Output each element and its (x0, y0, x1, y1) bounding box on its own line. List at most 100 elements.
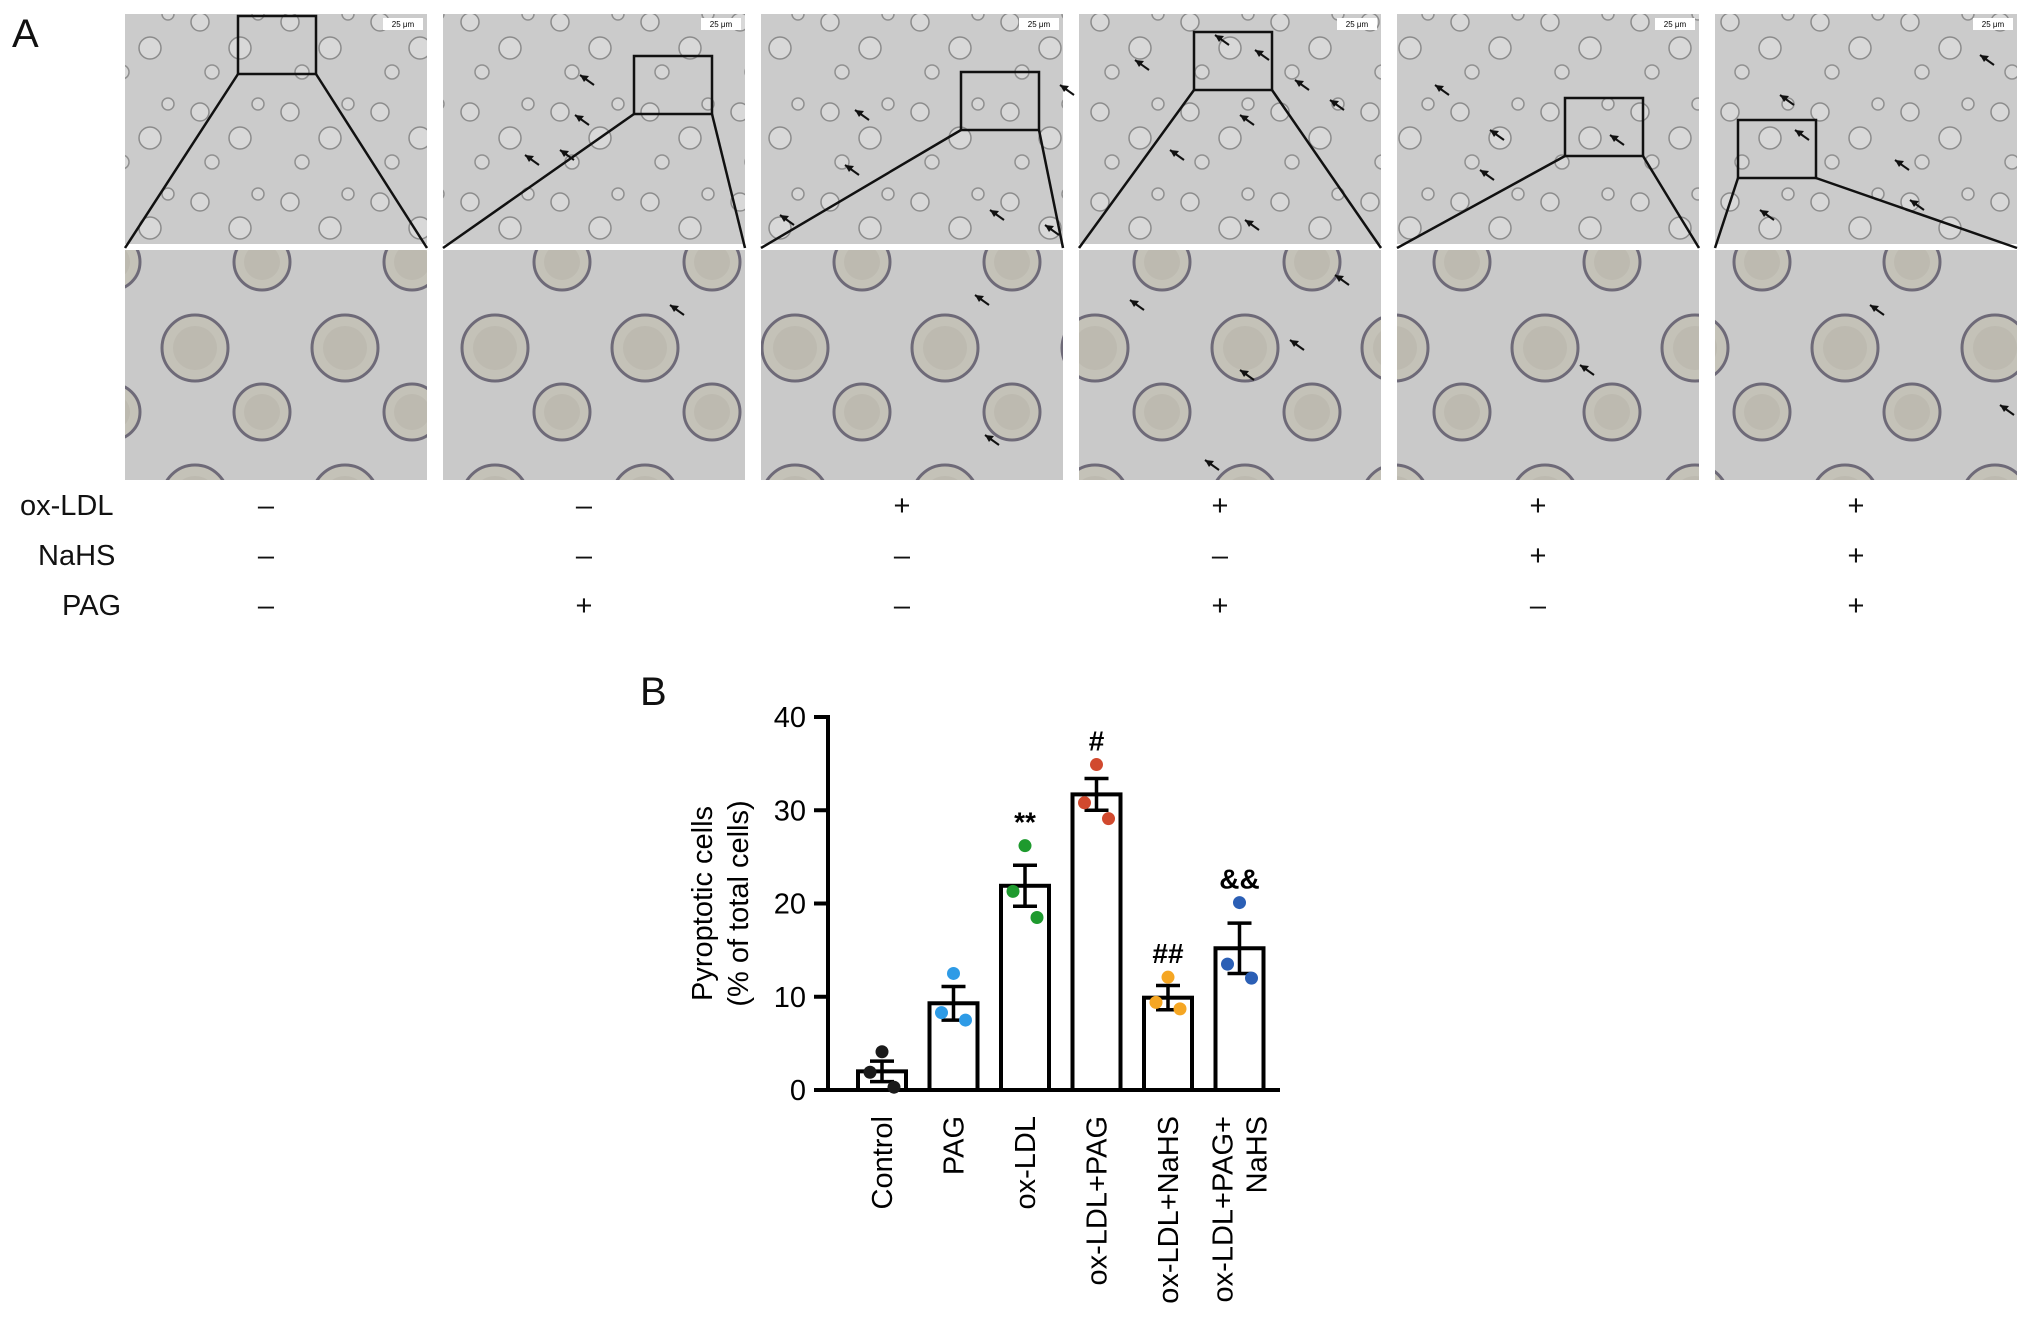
pyroptosis-arrow-icon (1239, 369, 1255, 381)
zoom-guide-line (1037, 129, 1065, 249)
x-tick-label: ox-LDL+PAG+NaHS (1208, 1116, 1274, 1302)
x-tick-label: ox-LDL+PAG (1082, 1116, 1114, 1286)
pyroptosis-arrow-icon (1794, 129, 1810, 141)
data-point (959, 1013, 972, 1027)
zoom-guide-line (760, 128, 962, 250)
treatment-sign: – (575, 540, 593, 572)
data-point (1149, 995, 1163, 1009)
treatment-sign: – (257, 590, 275, 622)
scale-bar: 25 μm (1337, 18, 1377, 30)
error-bar (1084, 776, 1109, 812)
data-point (1078, 796, 1091, 810)
microscopy-panel: 25 μm 25 μm 25 μm 25 μm 25 μm 25 μm (123, 14, 2018, 480)
pyroptosis-arrow-icon (1434, 84, 1450, 96)
zoom-region-box (1736, 118, 1818, 180)
overview-image (1715, 14, 2017, 244)
y-tick-label: 40 (774, 702, 806, 734)
zoom-image (125, 250, 427, 480)
zoom-image (1715, 250, 2017, 480)
y-tick-label: 0 (790, 1075, 806, 1107)
pyroptosis-arrow-icon (984, 434, 1000, 446)
data-point (1233, 896, 1246, 910)
scale-bar: 25 μm (1019, 18, 1059, 30)
scale-bar-label: 25 μm (1982, 20, 2005, 29)
treatment-sign: – (1529, 590, 1547, 622)
pyroptosis-arrow-icon (574, 114, 590, 126)
treatment-sign: + (1529, 490, 1547, 522)
pyroptosis-arrow-icon (1779, 94, 1795, 106)
x-tick-label: PAG (939, 1116, 971, 1175)
pyroptosis-arrow-icon (1894, 159, 1910, 171)
pyroptosis-arrow-icon (524, 154, 540, 166)
micrograph-column: 25 μm (123, 14, 429, 480)
pyroptosis-arrow-icon (1294, 79, 1310, 91)
overview-image (125, 14, 427, 244)
data-point (1018, 839, 1032, 853)
zoom-guide-line (1815, 176, 2018, 250)
panel-a-label: A (12, 12, 39, 56)
treatment-sign: + (575, 590, 593, 622)
scale-bar-label: 25 μm (1028, 20, 1051, 29)
pyroptosis-arrow-icon (1479, 169, 1495, 181)
zoom-guide-line (123, 73, 240, 249)
zoom-guide-line (1713, 177, 1740, 249)
zoom-guide-line (442, 112, 635, 250)
pyroptosis-arrow-icon (1759, 209, 1775, 221)
pyroptosis-arrow-icon (1329, 99, 1345, 111)
data-point (1090, 758, 1103, 772)
treatment-sign: – (257, 540, 275, 572)
treatment-sign: + (1847, 540, 1865, 572)
pyroptosis-arrow-icon (1334, 274, 1350, 286)
pyroptosis-arrow-icon (1214, 34, 1230, 46)
pyroptosis-arrow-icon (1609, 134, 1625, 146)
scale-bar: 25 μm (1655, 18, 1695, 30)
pyroptosis-arrow-icon (854, 109, 870, 121)
treatment-sign: + (1211, 490, 1229, 522)
scale-bar-label: 25 μm (1346, 20, 1369, 29)
pyroptosis-arrow-icon (1999, 404, 2015, 416)
pyroptosis-arrow-icon (1044, 224, 1060, 236)
zoom-guide-line (1077, 89, 1196, 249)
treatment-sign: + (1211, 590, 1229, 622)
significance-marker: ** (1014, 807, 1036, 838)
bar (1070, 792, 1123, 1093)
y-axis-label: Pyroptotic cells (% of total cells) (687, 800, 755, 1006)
zoom-region-box (632, 54, 714, 116)
data-point (1161, 970, 1175, 984)
data-point (935, 1006, 948, 1020)
pyroptosis-arrow-icon (989, 209, 1005, 221)
pyroptosis-arrow-icon (844, 164, 860, 176)
data-point (1030, 910, 1044, 924)
y-tick-label: 30 (774, 795, 806, 827)
y-tick-label: 20 (774, 889, 806, 921)
data-point (1221, 957, 1234, 971)
pyroptosis-arrow-icon (1489, 129, 1505, 141)
scale-bar-label: 25 μm (392, 20, 415, 29)
panel-b-label: B (640, 670, 667, 714)
micrograph-column: 25 μm (760, 14, 1075, 480)
scale-bar: 25 μm (383, 18, 423, 30)
zoom-image (443, 250, 745, 480)
micrograph-column: 25 μm (1396, 14, 1701, 480)
y-tick-label: 10 (774, 982, 806, 1014)
pyroptosis-arrow-icon (1059, 84, 1075, 96)
zoom-image (1079, 250, 1381, 480)
significance-marker: && (1219, 864, 1259, 895)
scale-bar-label: 25 μm (710, 20, 733, 29)
x-tick-label: ox-LDL (1010, 1116, 1042, 1210)
overview-image (443, 14, 745, 244)
treatment-sign: – (1211, 540, 1229, 572)
zoom-guide-line (1396, 154, 1566, 250)
pyroptosis-arrow-icon (1169, 149, 1185, 161)
zoom-guide-line (1270, 89, 1383, 249)
pyroptosis-arrow-icon (1289, 339, 1305, 351)
micrograph-column: 25 μm (442, 14, 747, 480)
error-bar (1013, 863, 1037, 909)
x-tick-label: ox-LDL+NaHS (1153, 1116, 1185, 1304)
treatment-sign: – (893, 540, 911, 572)
scale-bar-label: 25 μm (1664, 20, 1687, 29)
pyroptosis-arrow-icon (1869, 304, 1885, 316)
zoom-guide-line (314, 73, 429, 249)
zoom-guide-line (710, 113, 747, 249)
